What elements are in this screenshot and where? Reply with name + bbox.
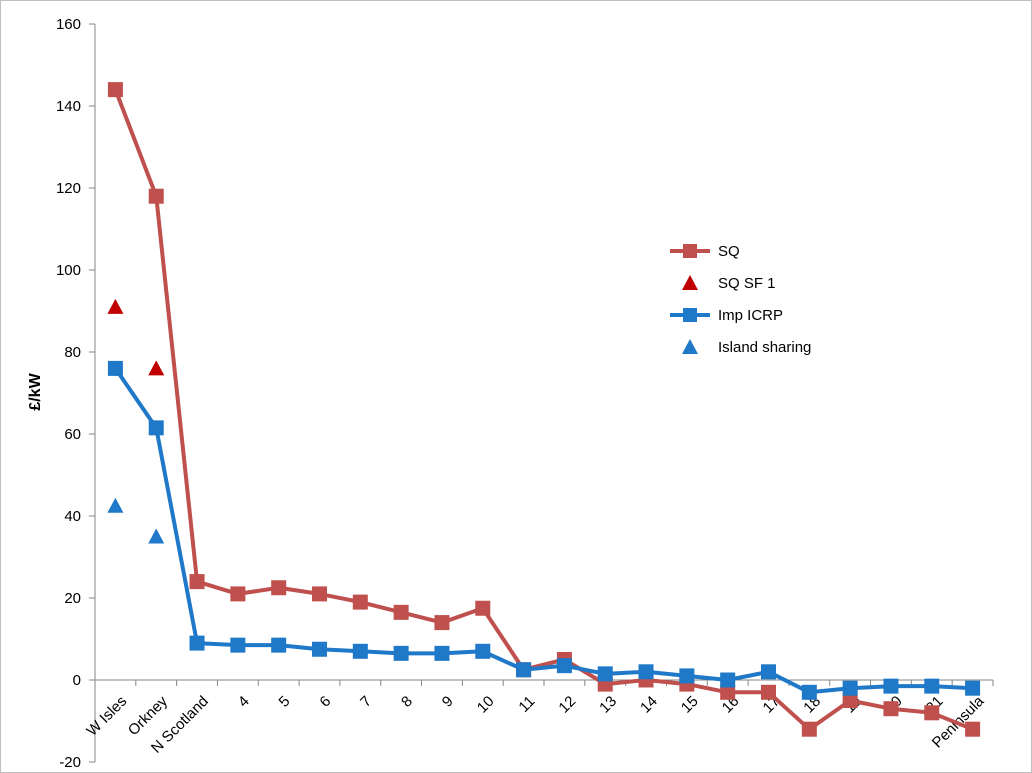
data-point [230, 586, 246, 602]
data-point [475, 600, 491, 616]
data-point [597, 666, 613, 682]
legend-marker [682, 339, 698, 354]
legend-marker [683, 308, 697, 322]
y-tick-label: 80 [64, 344, 81, 361]
data-point [516, 662, 532, 678]
data-point [924, 678, 940, 694]
y-tick-label: 40 [64, 508, 81, 525]
y-tick-label: 20 [64, 590, 81, 607]
legend-item-sq-sf-1: SQ SF 1 [682, 275, 776, 292]
data-point [271, 637, 287, 653]
series-island-sharing [107, 497, 165, 544]
data-point [189, 635, 205, 651]
y-tick-label: -20 [59, 754, 81, 771]
data-point [761, 664, 776, 680]
data-point [434, 645, 450, 661]
data-point [679, 668, 695, 684]
data-point [761, 684, 776, 700]
data-point [107, 82, 123, 98]
data-point [107, 298, 124, 314]
data-point [393, 604, 409, 620]
legend-marker [683, 244, 697, 258]
y-tick-label: 100 [56, 262, 81, 279]
y-axis-label: £/kW [27, 372, 44, 410]
data-point [312, 641, 327, 657]
data-point [352, 643, 368, 659]
legend-label: SQ SF 1 [718, 275, 776, 292]
legend-item-sq: SQ [670, 243, 740, 260]
series-sq [107, 82, 981, 737]
y-tick-label: 160 [56, 16, 81, 33]
y-tick-label: 120 [56, 180, 81, 197]
series-line-sq [113, 88, 974, 732]
data-point [924, 705, 940, 721]
legend-label: SQ [718, 243, 740, 260]
data-point [720, 672, 736, 688]
data-point [801, 684, 817, 700]
data-point [638, 664, 654, 680]
data-point [965, 721, 981, 737]
data-point [434, 615, 450, 631]
data-point [556, 658, 572, 674]
data-point [965, 680, 981, 696]
series-sq-sf-1 [107, 298, 165, 376]
legend-label: Imp ICRP [718, 307, 783, 324]
legend-item-imp-icrp: Imp ICRP [670, 307, 783, 324]
data-point [148, 528, 165, 544]
legend-item-island-sharing: Island sharing [682, 339, 811, 356]
y-tick-label: 60 [64, 426, 81, 443]
series-imp-icrp [107, 360, 981, 700]
data-point [393, 645, 409, 661]
data-point [148, 420, 164, 436]
data-point [352, 594, 368, 610]
data-point [801, 721, 817, 737]
data-point [883, 701, 899, 717]
series-line-imp-icrp [113, 367, 973, 695]
data-point [312, 586, 327, 602]
data-point [883, 678, 899, 694]
data-point [475, 643, 491, 659]
legend-marker [682, 275, 698, 290]
y-tick-label: 0 [73, 672, 81, 689]
data-point [107, 360, 123, 376]
legend-label: Island sharing [718, 339, 811, 356]
data-point [148, 188, 164, 204]
data-point [107, 497, 124, 513]
series-layer [107, 82, 981, 737]
data-point [230, 637, 246, 653]
data-point [271, 580, 287, 596]
data-point [842, 680, 858, 696]
y-tick-label: 140 [56, 98, 81, 115]
data-point [148, 360, 165, 376]
legend: SQ SQ SF 1 Imp ICRP Island sharing [670, 243, 811, 356]
data-point [189, 574, 205, 590]
